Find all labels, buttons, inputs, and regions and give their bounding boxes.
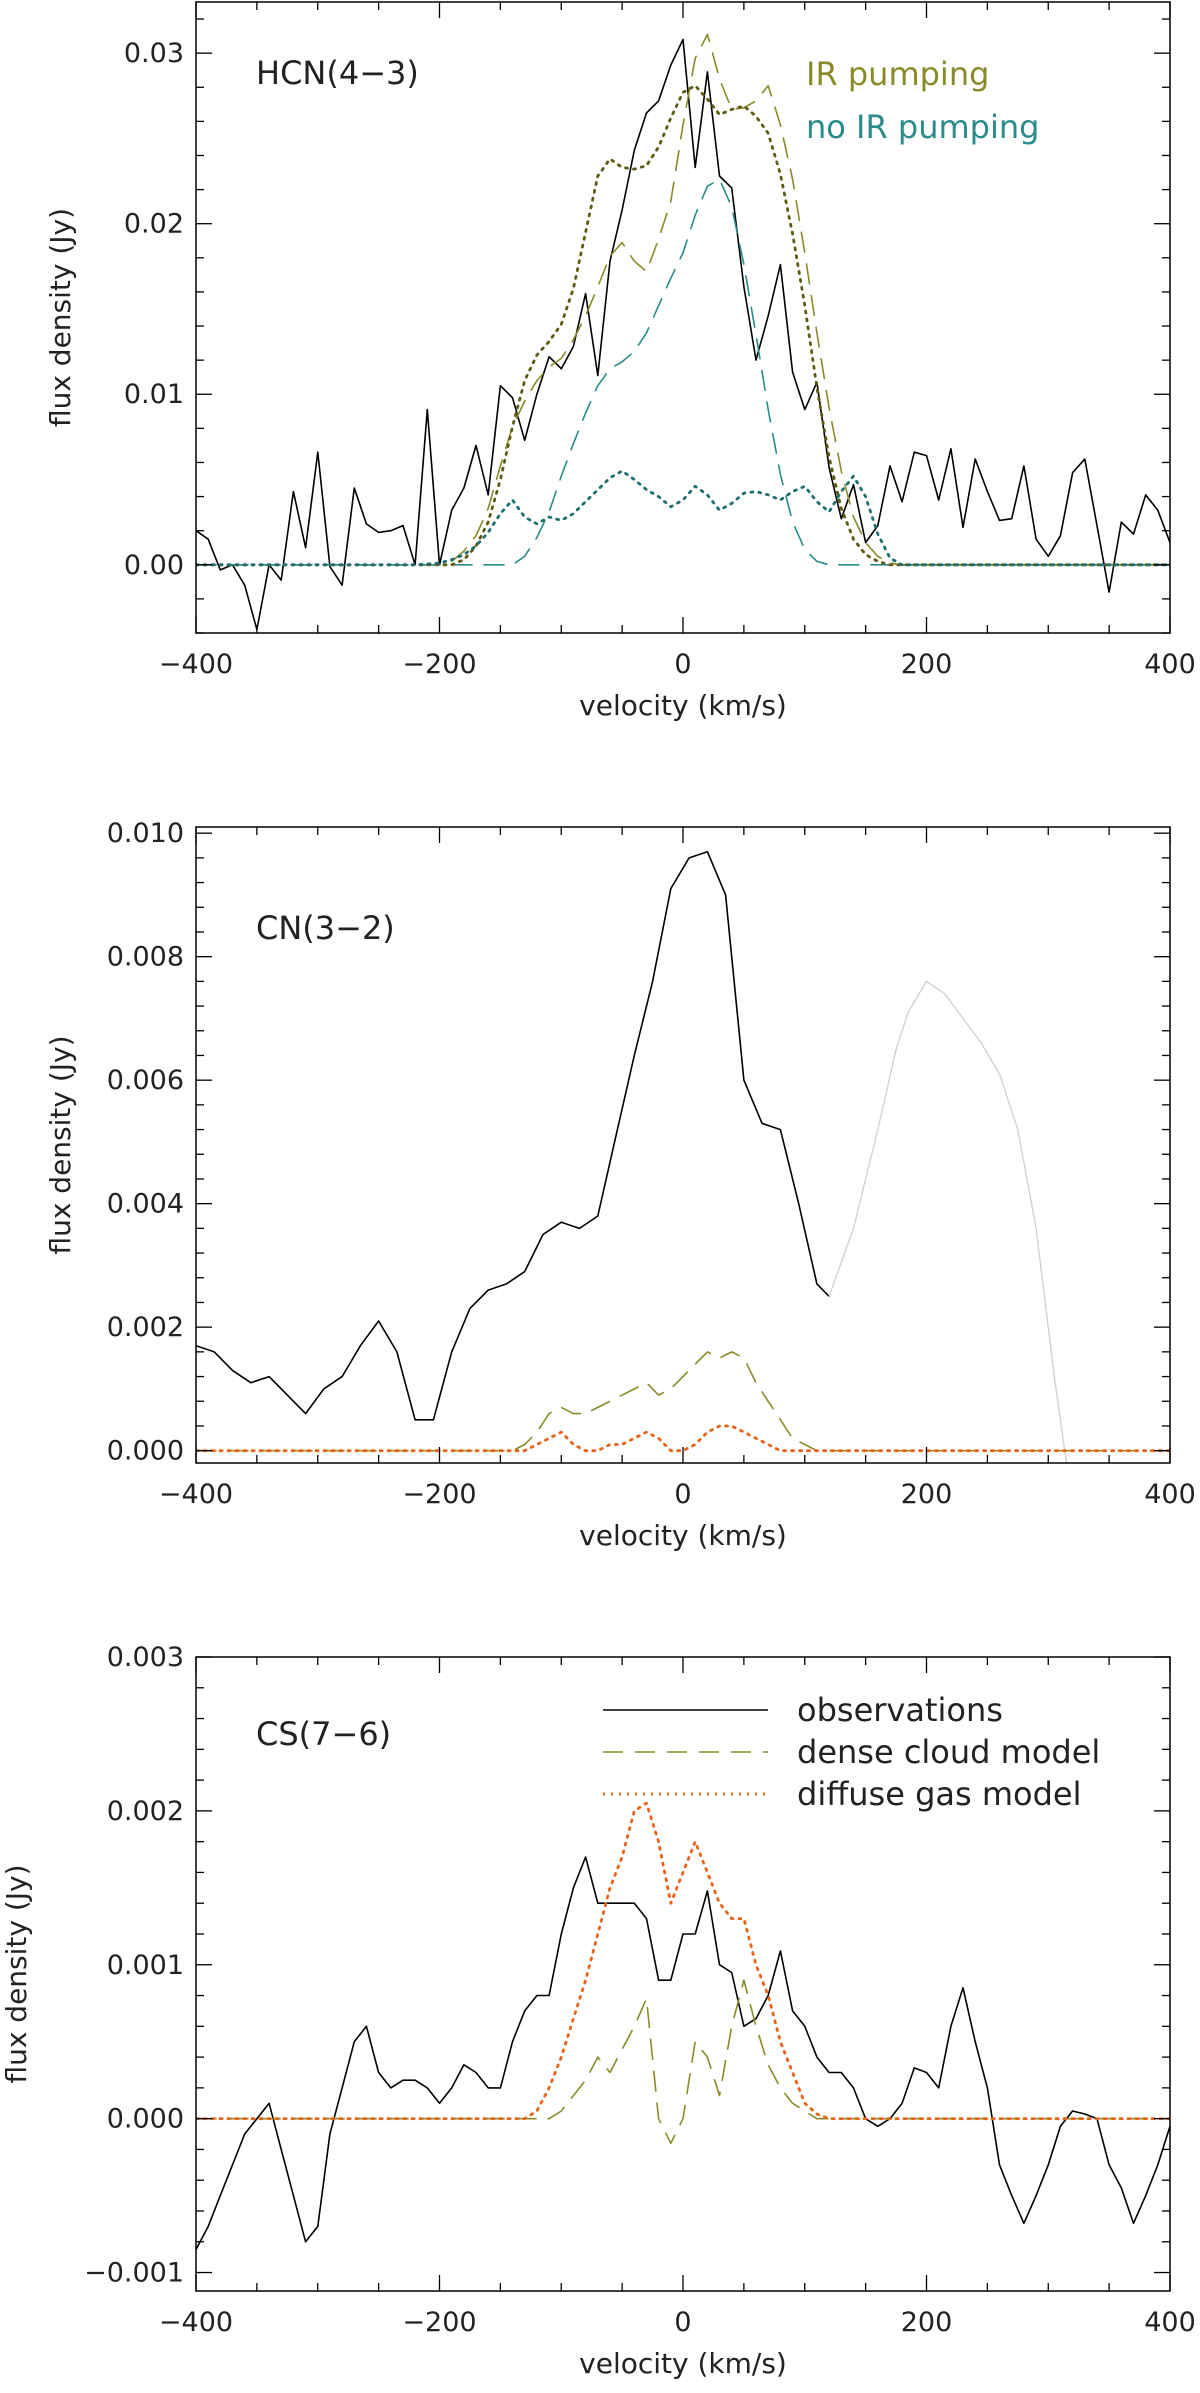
x-tick-label: 200 [901, 2307, 953, 2338]
y-tick-label: 0.008 [107, 942, 184, 973]
y-tick-label: 0.03 [124, 38, 184, 69]
y-tick-label: 0.006 [107, 1065, 184, 1096]
series-group [196, 850, 1170, 1463]
series-line-no-ir-pumping-diffuse [196, 469, 1170, 567]
y-tick-label: 0.000 [107, 2104, 184, 2135]
legend-entry-diffuse-gas-model: diffuse gas model [797, 1775, 1081, 1813]
legend-entry-ir-pumping: IR pumping [806, 55, 989, 93]
x-tick-label: 200 [901, 1479, 953, 1510]
series-line-observations [196, 850, 830, 1421]
y-tick-label: 0.010 [107, 818, 184, 849]
series-line-observations [196, 1856, 1170, 2251]
y-tick-label: 0.01 [124, 379, 184, 410]
series-line-ir-pumping-model [196, 84, 1170, 567]
panel-label: CN(3−2) [256, 909, 395, 947]
x-tick-label: −400 [159, 2307, 233, 2338]
y-tick-label: 0.02 [124, 209, 184, 240]
y-tick-label: 0.003 [107, 1642, 184, 1673]
legend-entry-observations: observations [797, 1691, 1003, 1729]
x-tick-label: 400 [1144, 649, 1196, 680]
series-group [196, 1801, 1170, 2251]
panel-hcn: −400 −200 0 200 400 0.00 0.01 0.02 0.03 velocity … [44, 1, 1196, 722]
panel-cs: −400 −200 0 200 400 −0.001 0.000 0.001 0.002 0.00… [0, 1642, 1196, 2380]
x-tick-label: 400 [1144, 1479, 1196, 1510]
series-group [196, 33, 1170, 631]
legend-entry-dense-cloud-model: dense cloud model [797, 1733, 1100, 1771]
series-line-diffuse-gas-model [196, 1424, 1170, 1453]
x-tick-label: −400 [159, 649, 233, 680]
legend-entry-no-ir-pumping: no IR pumping [806, 108, 1039, 146]
y-axis-title: flux density (Jy) [44, 1035, 77, 1254]
x-tick-label: 400 [1144, 2307, 1196, 2338]
y-tick-label: 0.002 [107, 1796, 184, 1827]
x-axis-title: velocity (km/s) [579, 1519, 787, 1552]
series-line-diffuse-gas-model [196, 1801, 1170, 2121]
x-tick-label: −200 [402, 1479, 476, 1510]
x-tick-label: 200 [901, 649, 953, 680]
y-axis-title: flux density (Jy) [0, 1864, 33, 2083]
panel-cn: −400 −200 0 200 400 0.000 0.002 0.004 0.006 0.008… [44, 818, 1196, 1552]
x-tick-label: −200 [402, 649, 476, 680]
y-tick-label: 0.00 [124, 550, 184, 581]
series-line-dense-cloud-model [196, 1979, 1170, 2145]
series-line-observations [196, 38, 1170, 631]
panel-label: CS(7−6) [256, 1715, 391, 1753]
x-axis-title: velocity (km/s) [579, 689, 787, 722]
y-tick-label: 0.001 [107, 1950, 184, 1981]
y-tick-label: 0.002 [107, 1312, 184, 1343]
x-tick-label: 0 [674, 1479, 691, 1510]
y-tick-label: −0.001 [84, 2258, 184, 2289]
x-tick-label: 0 [674, 2307, 691, 2338]
series-line-no-ir-pumping-model [196, 178, 1170, 566]
series-line-observations-blended-feature [828, 980, 1068, 1463]
y-tick-label: 0.004 [107, 1189, 184, 1220]
y-tick-label: 0.000 [107, 1436, 184, 1467]
x-tick-label: −200 [402, 2307, 476, 2338]
x-tick-label: −400 [159, 1479, 233, 1510]
panel-label: HCN(4−3) [256, 54, 419, 92]
x-axis-title: velocity (km/s) [579, 2347, 787, 2380]
x-tick-label: 0 [674, 649, 691, 680]
series-line-dense-cloud-model [196, 33, 1170, 566]
y-axis-title: flux density (Jy) [44, 208, 77, 427]
